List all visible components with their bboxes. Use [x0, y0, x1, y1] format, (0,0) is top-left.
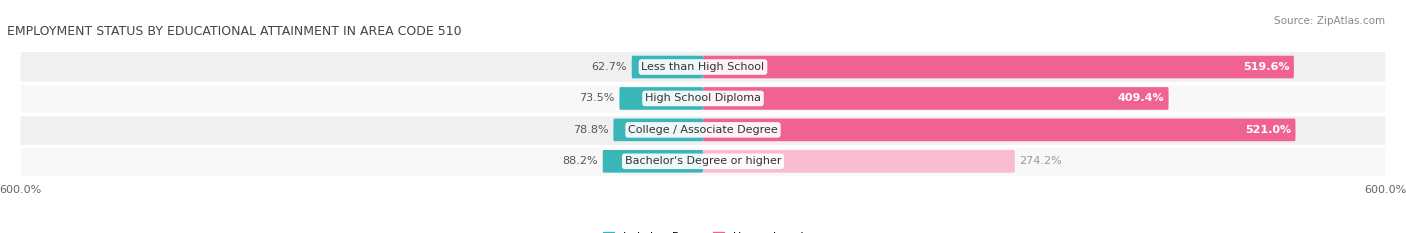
Text: 519.6%: 519.6% — [1243, 62, 1289, 72]
Text: High School Diploma: High School Diploma — [645, 93, 761, 103]
FancyBboxPatch shape — [603, 150, 703, 173]
FancyBboxPatch shape — [613, 119, 703, 141]
Text: 521.0%: 521.0% — [1244, 125, 1291, 135]
FancyBboxPatch shape — [631, 56, 703, 78]
FancyBboxPatch shape — [703, 87, 1168, 110]
FancyBboxPatch shape — [21, 115, 1385, 145]
Text: Less than High School: Less than High School — [641, 62, 765, 72]
FancyBboxPatch shape — [703, 119, 1295, 141]
Text: 409.4%: 409.4% — [1118, 93, 1164, 103]
Text: 88.2%: 88.2% — [562, 156, 598, 166]
Legend: In Labor Force, Unemployed: In Labor Force, Unemployed — [598, 227, 808, 233]
Text: 73.5%: 73.5% — [579, 93, 614, 103]
FancyBboxPatch shape — [21, 83, 1385, 113]
FancyBboxPatch shape — [21, 52, 1385, 82]
Text: 274.2%: 274.2% — [1019, 156, 1062, 166]
Text: Bachelor's Degree or higher: Bachelor's Degree or higher — [624, 156, 782, 166]
Text: College / Associate Degree: College / Associate Degree — [628, 125, 778, 135]
Text: EMPLOYMENT STATUS BY EDUCATIONAL ATTAINMENT IN AREA CODE 510: EMPLOYMENT STATUS BY EDUCATIONAL ATTAINM… — [7, 25, 461, 38]
FancyBboxPatch shape — [703, 56, 1294, 78]
Text: Source: ZipAtlas.com: Source: ZipAtlas.com — [1274, 16, 1385, 26]
FancyBboxPatch shape — [21, 146, 1385, 176]
FancyBboxPatch shape — [703, 150, 1015, 173]
Text: 62.7%: 62.7% — [592, 62, 627, 72]
Text: 78.8%: 78.8% — [574, 125, 609, 135]
FancyBboxPatch shape — [620, 87, 703, 110]
